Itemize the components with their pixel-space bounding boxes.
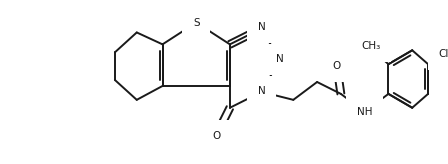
Text: N: N <box>258 86 266 96</box>
Text: CH₃: CH₃ <box>361 41 380 51</box>
Text: O: O <box>212 131 220 141</box>
Text: N: N <box>276 54 283 64</box>
Text: O: O <box>333 61 341 71</box>
Text: N: N <box>258 22 266 32</box>
Text: Cl: Cl <box>439 49 448 59</box>
Text: S: S <box>193 18 199 28</box>
Text: NH: NH <box>357 107 372 117</box>
